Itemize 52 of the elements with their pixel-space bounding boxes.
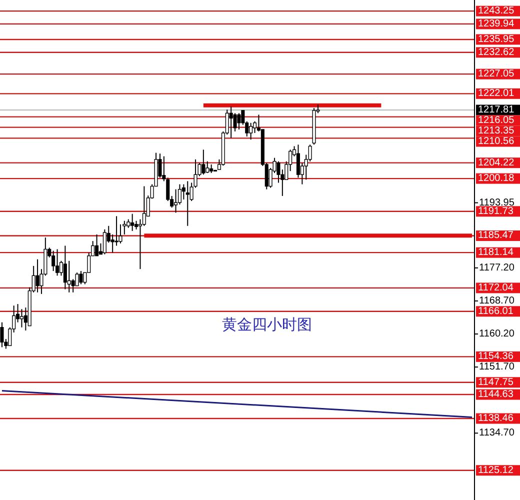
candlestick <box>276 160 280 184</box>
candlestick <box>206 160 210 174</box>
candlestick <box>186 180 190 226</box>
candlestick <box>174 188 178 214</box>
y-tick-label: 1134.70 <box>479 428 515 439</box>
ref-line-label: 1125.12 <box>478 464 514 476</box>
candlestick <box>249 122 253 140</box>
ref-line-label: 1216.05 <box>478 114 515 126</box>
annotation: 黄金四小时图 <box>222 316 312 334</box>
candlestick <box>114 216 118 246</box>
ref-line-label: 1243.25 <box>478 6 515 17</box>
candlestick <box>20 308 24 328</box>
ref-line-label: 1217.81 <box>478 104 515 116</box>
candlestick <box>237 112 241 130</box>
ref-line-label: 1138.46 <box>478 413 514 424</box>
ref-line-label: 1235.95 <box>478 34 515 45</box>
ref-line-label: 1232.62 <box>478 46 515 58</box>
candlestick <box>202 149 206 176</box>
ref-line-label: 1154.36 <box>478 351 514 362</box>
ref-line-label: 1181.14 <box>478 247 514 258</box>
y-tick-label: 1151.70 <box>479 362 515 373</box>
candlestick <box>75 272 79 286</box>
ref-line-label: 1166.01 <box>478 306 514 317</box>
ref-line-label: 1185.47 <box>478 230 514 242</box>
y-tick-label: 1177.20 <box>479 262 515 274</box>
ref-line-label: 1191.73 <box>478 206 514 217</box>
candlestick <box>229 106 233 139</box>
y-tick-label: 1168.70 <box>479 295 515 306</box>
candlestick <box>56 248 60 276</box>
candlestick <box>79 270 83 285</box>
ref-line-label: 1172.04 <box>478 282 514 294</box>
ref-line-label: 1144.63 <box>478 389 514 400</box>
candlestick <box>130 213 134 232</box>
y-tick-label: 1193.95 <box>479 197 515 208</box>
y-tick-label: 1160.20 <box>479 328 515 340</box>
ref-line-label: 1147.75 <box>478 376 514 388</box>
candlestick <box>0 322 4 348</box>
ref-line-label: 1200.18 <box>478 173 515 184</box>
candlestick <box>36 258 40 293</box>
candlestick <box>233 112 237 132</box>
candlestick <box>142 186 146 226</box>
ref-line-label: 1222.01 <box>478 88 515 100</box>
candlestick <box>102 228 106 255</box>
candlestick <box>67 260 71 293</box>
ref-line-label: 1239.94 <box>478 18 515 30</box>
candlestick <box>95 234 99 256</box>
ref-line-label: 1227.05 <box>478 68 515 80</box>
candlestick <box>63 245 67 290</box>
ref-line-label: 1204.22 <box>478 157 515 168</box>
candlestick <box>52 250 56 272</box>
ref-line-label: 1210.56 <box>478 136 515 147</box>
ref-line-label: 1213.35 <box>478 125 515 136</box>
